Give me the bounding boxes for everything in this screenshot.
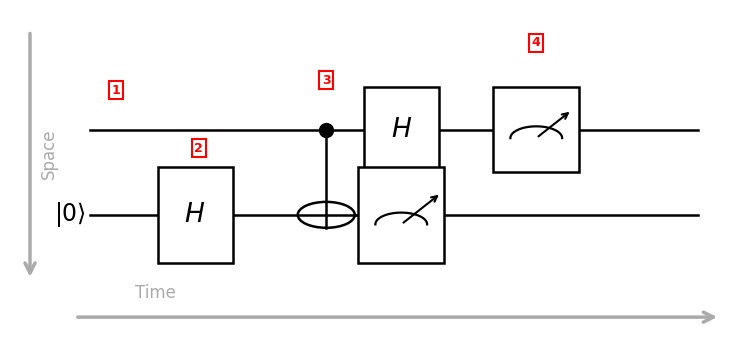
Text: 1: 1: [112, 84, 121, 97]
Text: 4: 4: [532, 36, 541, 49]
Text: Space: Space: [40, 128, 58, 179]
Bar: [158, 167, 232, 263]
Bar: [358, 167, 444, 263]
Text: 2: 2: [194, 142, 203, 155]
Bar: [364, 87, 439, 172]
Text: 3: 3: [322, 74, 331, 87]
Bar: [494, 87, 579, 172]
Circle shape: [298, 202, 355, 228]
Text: $H$: $H$: [391, 117, 412, 142]
Text: $|0\rangle$: $|0\rangle$: [54, 200, 86, 229]
Text: $H$: $H$: [184, 202, 206, 227]
Text: Time: Time: [135, 284, 176, 302]
